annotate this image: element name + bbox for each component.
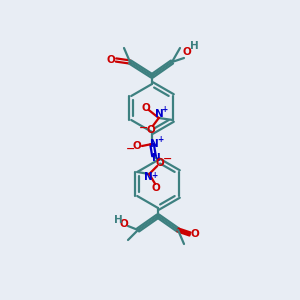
Text: O: O: [133, 141, 141, 151]
Text: H: H: [190, 41, 198, 51]
Text: +: +: [157, 136, 163, 145]
Text: O: O: [141, 103, 150, 113]
Text: O: O: [183, 47, 191, 57]
Text: +: +: [151, 170, 157, 179]
Text: O: O: [152, 183, 161, 193]
Text: N: N: [150, 139, 158, 149]
Text: −: −: [139, 123, 148, 133]
Text: −: −: [126, 144, 136, 154]
Text: O: O: [120, 219, 128, 229]
Text: H: H: [114, 215, 122, 225]
Text: O: O: [146, 125, 155, 135]
Text: +: +: [162, 106, 168, 115]
Text: O: O: [190, 229, 200, 239]
Text: N: N: [155, 109, 164, 119]
Text: N: N: [144, 172, 153, 182]
Text: O: O: [156, 158, 165, 168]
Text: −: −: [163, 154, 172, 164]
Text: O: O: [106, 55, 116, 65]
Text: N: N: [152, 153, 160, 163]
